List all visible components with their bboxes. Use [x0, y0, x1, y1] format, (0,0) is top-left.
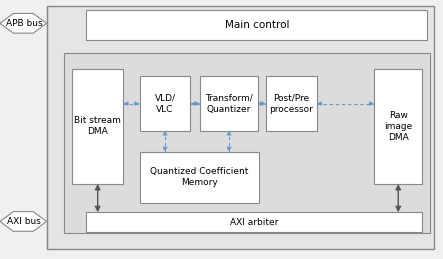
Polygon shape: [162, 147, 167, 152]
Text: AXI bus: AXI bus: [8, 217, 41, 226]
Bar: [72, 69, 123, 184]
Bar: [140, 152, 259, 203]
Polygon shape: [369, 101, 374, 106]
Polygon shape: [258, 101, 263, 106]
Polygon shape: [226, 147, 232, 152]
Bar: [140, 76, 190, 131]
Bar: [86, 212, 422, 232]
Text: Post/Pre
processor: Post/Pre processor: [269, 93, 313, 114]
Polygon shape: [260, 101, 266, 106]
Text: Transform/
Quantizer: Transform/ Quantizer: [205, 93, 253, 114]
Bar: [374, 69, 422, 184]
Bar: [47, 6, 434, 249]
Text: VLD/
VLC: VLD/ VLC: [155, 93, 175, 114]
Polygon shape: [195, 101, 200, 106]
Text: Main control: Main control: [225, 20, 289, 30]
Polygon shape: [317, 101, 322, 106]
Text: APB bus: APB bus: [6, 19, 43, 28]
Polygon shape: [123, 101, 128, 106]
Polygon shape: [226, 131, 232, 135]
Text: Quantized Coefficient
Memory: Quantized Coefficient Memory: [150, 167, 249, 188]
Text: AXI arbiter: AXI arbiter: [230, 218, 279, 227]
Polygon shape: [0, 13, 47, 33]
Polygon shape: [162, 131, 167, 135]
Bar: [64, 53, 430, 233]
Bar: [86, 10, 427, 40]
Polygon shape: [190, 101, 196, 106]
Polygon shape: [134, 101, 140, 106]
Bar: [200, 76, 258, 131]
Bar: [266, 76, 317, 131]
Polygon shape: [0, 212, 47, 231]
Text: Bit stream
DMA: Bit stream DMA: [74, 116, 121, 136]
Text: Raw
image
DMA: Raw image DMA: [384, 111, 412, 142]
